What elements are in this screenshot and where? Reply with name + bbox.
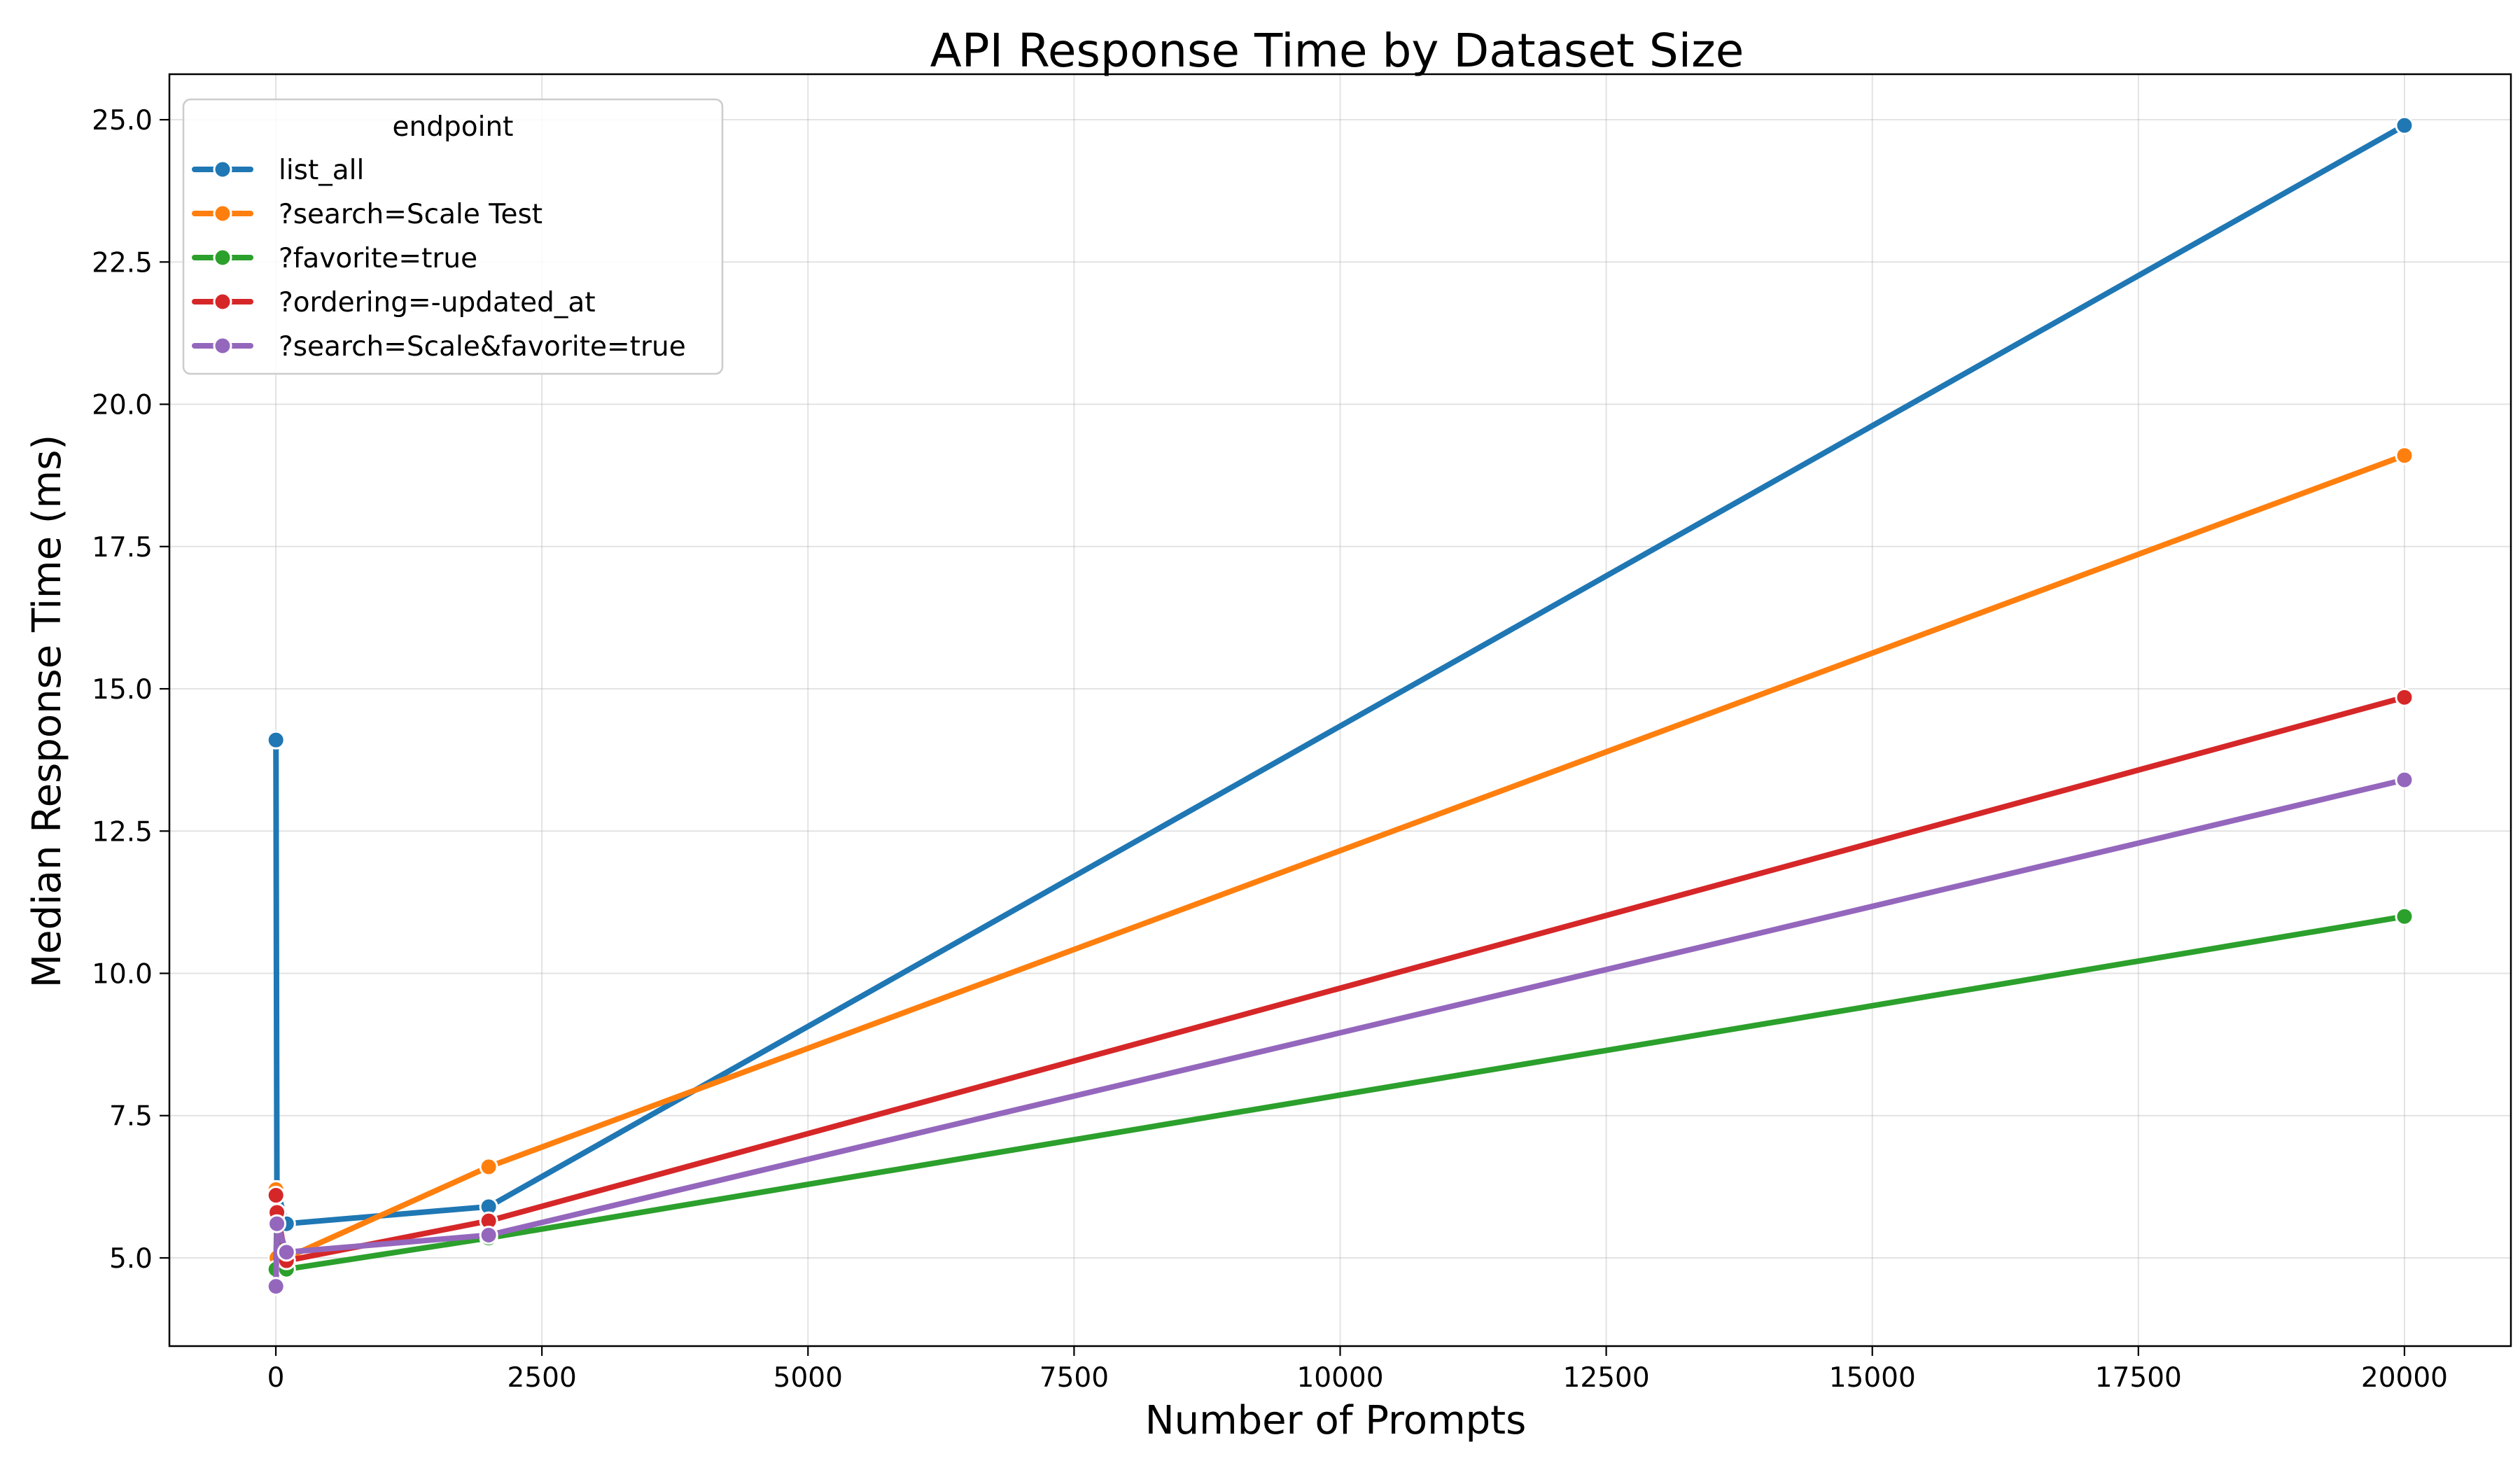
x-tick-label: 17500 (2095, 1362, 2182, 1394)
y-tick-label: 25.0 (92, 105, 153, 136)
x-tick-label: 7500 (1040, 1362, 1109, 1394)
data-point (266, 1277, 286, 1296)
data-point (2395, 906, 2414, 926)
data-point (267, 1214, 287, 1233)
data-point (2395, 115, 2414, 135)
series-layer (266, 115, 2414, 1296)
x-tick-label: 2500 (507, 1362, 577, 1394)
legend-box (182, 98, 724, 375)
data-point (2395, 687, 2414, 707)
legend-label: ?ordering=-updated_at (279, 287, 596, 318)
legend-title: endpoint (393, 111, 514, 143)
legend-marker (213, 204, 232, 223)
x-tick-label: 5000 (774, 1362, 843, 1394)
data-point (266, 1186, 286, 1205)
ticks: 0 2500 5000 7500 10000 12500 15000 17500 20000 5.… (92, 105, 2448, 1394)
legend-marker (213, 160, 232, 179)
legend-marker (213, 292, 232, 312)
series-4 (266, 770, 2414, 1296)
data-point (479, 1225, 498, 1245)
y-tick-label: 22.5 (92, 247, 153, 279)
legend-label: list_all (279, 155, 364, 186)
x-axis-label: Number of Prompts (1145, 1398, 1527, 1443)
grid (169, 74, 2511, 1346)
y-tick-label: 7.5 (109, 1101, 153, 1133)
legend-item: ?ordering=-updated_at (192, 287, 596, 318)
legend-label: ?favorite=true (279, 243, 477, 274)
legend-label: ?search=Scale Test (279, 199, 542, 230)
legend-marker (213, 336, 232, 356)
x-tick-label: 15000 (1829, 1362, 1916, 1394)
legend-item: ?favorite=true (192, 243, 477, 274)
data-point (2395, 770, 2414, 790)
data-point (2395, 446, 2414, 465)
legend-label: ?search=Scale&favorite=true (279, 331, 686, 363)
y-tick-label: 20.0 (92, 390, 153, 421)
y-axis-label: Median Response Time (ms) (24, 435, 70, 988)
legend-item: list_all (192, 155, 364, 186)
legend: endpoint list_all ?search=Scale Test ?favor… (182, 98, 724, 375)
x-tick-label: 12500 (1563, 1362, 1650, 1394)
y-tick-label: 17.5 (92, 532, 153, 564)
data-point (266, 730, 286, 750)
y-tick-label: 10.0 (92, 959, 153, 990)
legend-item: ?search=Scale Test (192, 199, 542, 230)
x-tick-label: 0 (267, 1362, 285, 1394)
y-tick-label: 15.0 (92, 674, 153, 706)
legend-marker (213, 248, 232, 267)
x-tick-label: 20000 (2361, 1362, 2448, 1394)
chart-title: API Response Time by Dataset Size (930, 24, 1744, 78)
data-point (479, 1157, 498, 1177)
legend-item: ?search=Scale&favorite=true (192, 331, 686, 363)
x-tick-label: 10000 (1296, 1362, 1383, 1394)
y-tick-label: 5.0 (109, 1243, 153, 1275)
y-tick-label: 12.5 (92, 816, 153, 848)
data-point (276, 1242, 296, 1262)
